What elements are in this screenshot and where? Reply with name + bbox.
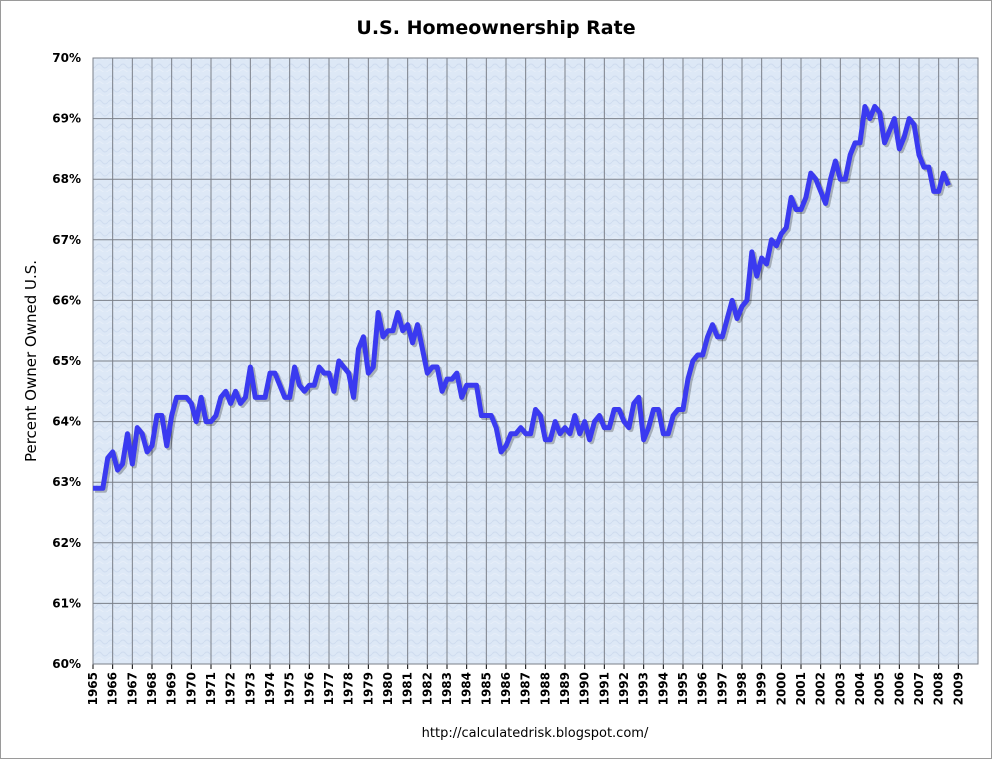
x-tick-label: 1996 — [696, 672, 710, 705]
y-axis-label: Percent Owner Owned U.S. — [22, 260, 40, 462]
x-tick-label: 1974 — [263, 672, 277, 705]
x-tick-label: 1997 — [715, 672, 729, 705]
y-tick-label: 64% — [52, 415, 81, 429]
line — [93, 103, 951, 491]
y-tick-label: 63% — [52, 475, 81, 489]
x-tick-label: 1970 — [184, 672, 198, 705]
x-tick-label: 1983 — [440, 672, 454, 705]
x-tick-label: 1987 — [519, 672, 533, 705]
x-tick-label: 1969 — [165, 672, 179, 705]
y-tick-label: 60% — [52, 657, 81, 671]
x-tick-label: 1976 — [302, 672, 316, 705]
x-tick-label: 1984 — [460, 672, 474, 705]
x-tick-label: 2007 — [912, 672, 926, 705]
y-tick-label: 69% — [52, 112, 81, 126]
x-tick-label: 1971 — [204, 672, 218, 705]
x-tick-label: 1998 — [735, 672, 749, 705]
x-tick-label: 1973 — [243, 672, 257, 705]
x-tick-label: 1999 — [755, 672, 769, 705]
x-tick-label: 1990 — [578, 672, 592, 705]
x-tick-label: 2003 — [833, 672, 847, 705]
x-tick-label: 1988 — [538, 672, 552, 705]
x-tick-label: 1995 — [676, 672, 690, 705]
x-tick-label: 2004 — [853, 672, 867, 705]
x-tick-label: 1991 — [597, 672, 611, 705]
x-tick-label: 1993 — [637, 672, 651, 705]
x-tick-label: 1972 — [224, 672, 238, 705]
y-tick-label: 62% — [52, 536, 81, 550]
x-tick-label: 1967 — [125, 672, 139, 705]
x-tick-label: 1989 — [558, 672, 572, 705]
x-tick-label: 1977 — [322, 672, 336, 705]
x-tick-label: 1980 — [381, 672, 395, 705]
x-tick-label: 1968 — [145, 672, 159, 705]
x-tick-label: 1992 — [617, 672, 631, 705]
x-tick-label: 1981 — [401, 672, 415, 705]
plot-border — [92, 57, 979, 665]
x-tick-label: 2008 — [932, 672, 946, 705]
x-tick-label: 2005 — [873, 672, 887, 705]
x-tick-label: 2002 — [814, 672, 828, 705]
y-tick-label: 66% — [52, 293, 81, 307]
y-tick-label: 70% — [52, 51, 81, 65]
x-tick-label: 1994 — [656, 672, 670, 705]
x-tick-label: 2001 — [794, 672, 808, 705]
chart-title: U.S. Homeownership Rate — [356, 17, 635, 39]
x-tick-label: 1985 — [479, 672, 493, 705]
x-tick-label: 1975 — [283, 672, 297, 705]
y-tick-label: 68% — [52, 172, 81, 186]
x-tick-label: 2000 — [774, 672, 788, 705]
source: http://calculatedrisk.blogspot.com/ — [422, 726, 649, 741]
x-tick-label: 1979 — [361, 672, 375, 705]
x-tick-label: 1986 — [499, 672, 513, 705]
x-tick-label: 2006 — [892, 672, 906, 705]
y-tick-label: 65% — [52, 354, 81, 368]
y-tick-label: 67% — [52, 233, 81, 247]
x-tick-label: 1982 — [420, 672, 434, 705]
y-tick-label: 61% — [52, 596, 81, 610]
x-tick-label: 1978 — [342, 672, 356, 705]
x-tick-label: 1966 — [106, 672, 120, 705]
x-tick-label: 1965 — [86, 672, 100, 705]
x-tick-label: 2009 — [951, 672, 965, 705]
